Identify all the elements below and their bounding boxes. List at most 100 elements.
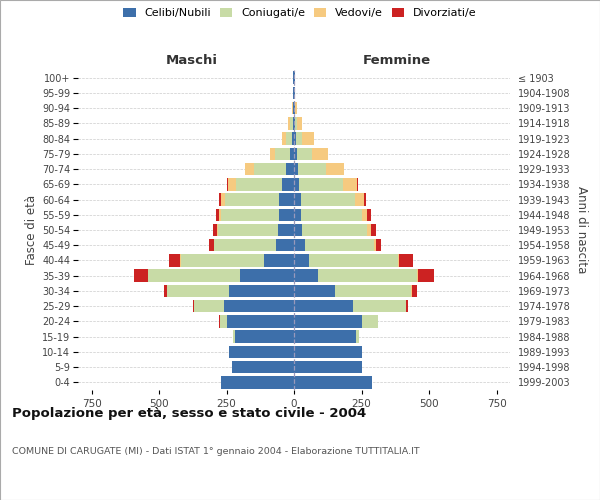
Bar xyxy=(229,346,294,358)
Bar xyxy=(294,270,418,282)
Bar xyxy=(289,117,294,130)
Bar xyxy=(294,163,326,175)
Bar xyxy=(180,254,294,266)
Bar xyxy=(245,163,294,175)
Bar xyxy=(279,208,294,221)
Bar xyxy=(294,376,372,388)
Bar xyxy=(236,178,294,190)
Bar xyxy=(279,194,294,206)
Bar xyxy=(294,224,367,236)
Bar xyxy=(209,239,294,252)
Bar xyxy=(294,361,362,374)
Bar xyxy=(294,86,295,99)
Bar xyxy=(294,239,374,252)
Bar xyxy=(294,254,309,266)
Bar xyxy=(235,330,294,343)
Bar xyxy=(294,86,295,99)
Bar xyxy=(294,346,362,358)
Bar xyxy=(148,270,294,282)
Bar xyxy=(233,330,294,343)
Bar xyxy=(225,194,294,206)
Bar xyxy=(294,300,353,312)
Bar xyxy=(270,148,294,160)
Bar xyxy=(294,346,362,358)
Legend: Celibi/Nubili, Coniugati/e, Vedovi/e, Divorziati/e: Celibi/Nubili, Coniugati/e, Vedovi/e, Di… xyxy=(121,6,479,20)
Bar xyxy=(294,194,355,206)
Bar xyxy=(219,194,294,206)
Bar xyxy=(294,300,406,312)
Text: Femmine: Femmine xyxy=(362,54,431,67)
Bar xyxy=(224,300,294,312)
Bar xyxy=(229,346,294,358)
Bar xyxy=(148,270,294,282)
Bar xyxy=(294,254,398,266)
Bar xyxy=(294,117,296,130)
Text: Popolazione per età, sesso e stato civile - 2004: Popolazione per età, sesso e stato civil… xyxy=(12,408,366,420)
Bar xyxy=(294,148,311,160)
Bar xyxy=(294,163,298,175)
Bar xyxy=(286,132,294,145)
Bar xyxy=(294,361,362,374)
Bar xyxy=(232,361,294,374)
Bar xyxy=(214,239,294,252)
Bar xyxy=(294,346,362,358)
Bar xyxy=(233,330,294,343)
Bar xyxy=(232,361,294,374)
Bar xyxy=(228,178,294,190)
Y-axis label: Fasce di età: Fasce di età xyxy=(25,195,38,265)
Bar xyxy=(294,254,400,266)
Bar xyxy=(294,148,296,160)
Bar xyxy=(294,270,319,282)
Bar xyxy=(294,208,301,221)
Bar xyxy=(292,132,294,145)
Bar xyxy=(294,239,305,252)
Bar xyxy=(294,270,417,282)
Bar xyxy=(229,284,294,297)
Bar xyxy=(294,330,359,343)
Bar xyxy=(294,148,328,160)
Bar xyxy=(227,315,294,328)
Bar xyxy=(294,376,372,388)
Bar xyxy=(194,300,294,312)
Bar xyxy=(167,284,294,297)
Bar xyxy=(294,178,358,190)
Bar xyxy=(193,300,294,312)
Bar xyxy=(217,224,294,236)
Bar xyxy=(294,315,378,328)
Bar xyxy=(221,194,294,206)
Bar xyxy=(294,208,367,221)
Bar xyxy=(220,315,294,328)
Bar xyxy=(294,163,344,175)
Bar xyxy=(283,132,294,145)
Bar xyxy=(221,208,294,221)
Bar xyxy=(227,178,294,190)
Bar xyxy=(294,117,302,130)
Bar xyxy=(294,361,361,374)
Bar xyxy=(294,102,295,115)
Bar xyxy=(275,148,294,160)
Bar xyxy=(294,239,381,252)
Bar xyxy=(221,376,294,388)
Bar xyxy=(294,132,314,145)
Bar xyxy=(219,315,294,328)
Bar xyxy=(229,346,294,358)
Bar xyxy=(293,117,294,130)
Bar xyxy=(294,284,335,297)
Bar xyxy=(294,346,361,358)
Bar xyxy=(294,284,412,297)
Bar xyxy=(294,254,413,266)
Bar xyxy=(134,270,294,282)
Bar xyxy=(294,208,361,221)
Bar xyxy=(294,102,296,115)
Bar xyxy=(290,117,294,130)
Bar xyxy=(294,376,372,388)
Bar xyxy=(294,148,328,160)
Bar xyxy=(214,239,294,252)
Bar xyxy=(294,300,406,312)
Bar xyxy=(245,163,294,175)
Bar xyxy=(219,208,294,221)
Bar xyxy=(294,132,296,145)
Bar xyxy=(294,102,296,115)
Bar xyxy=(294,194,364,206)
Bar xyxy=(294,300,407,312)
